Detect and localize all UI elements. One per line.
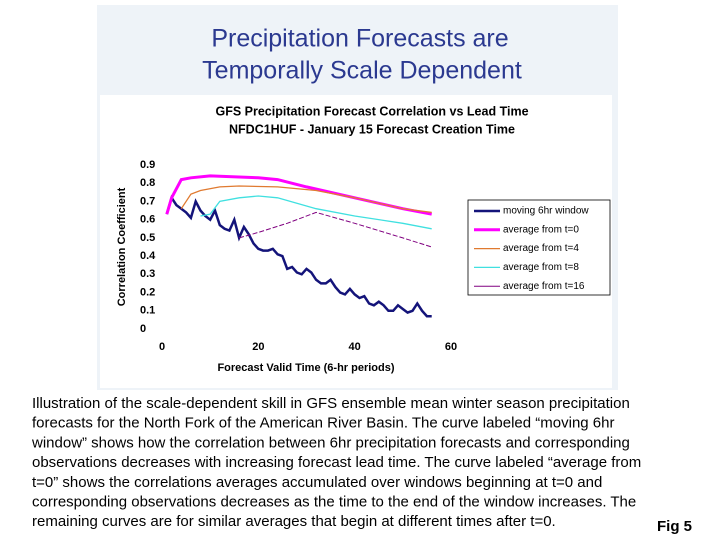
y-tick-label: 0.3 [140, 268, 155, 280]
legend-label: average from t=4 [503, 243, 579, 254]
y-tick-label: 0.1 [140, 305, 155, 317]
y-tick-label: 0.4 [140, 250, 156, 262]
y-axis-label: Correlation Coefficient [116, 187, 128, 306]
series-line [238, 211, 432, 248]
legend-label: average from t=8 [503, 262, 579, 273]
x-tick-label: 60 [445, 341, 457, 353]
legend-label: average from t=0 [503, 224, 579, 235]
x-tick-label: 0 [159, 341, 165, 353]
caption-line: remaining curves are for similar average… [32, 513, 556, 530]
legend [467, 199, 611, 296]
x-tick-label: 40 [349, 341, 361, 353]
series-line [180, 185, 432, 214]
caption-line: forecasts for the North Fork of the Amer… [32, 415, 614, 432]
x-axis-label: Forecast Valid Time (6-hr periods) [217, 362, 394, 374]
y-tick-label: 0.5 [140, 232, 155, 244]
y-tick-label: 0.2 [140, 286, 155, 298]
legend-label: moving 6hr window [503, 206, 589, 217]
slide-title: Temporally Scale Dependent [202, 57, 522, 85]
chart-title: NFDC1HUF - January 15 Forecast Creation … [229, 122, 515, 136]
x-tick-label: 20 [252, 341, 264, 353]
y-tick-label: 0 [140, 323, 146, 335]
y-tick-label: 0.9 [140, 159, 155, 171]
figure-label: Fig 5 [657, 518, 692, 535]
chart-title: GFS Precipitation Forecast Correlation v… [215, 104, 528, 118]
caption-line: window” shows how the correlation betwee… [31, 434, 630, 451]
series-line [200, 195, 432, 230]
caption-line: t=0” shows the correlations averages acc… [32, 474, 602, 491]
caption-line: Illustration of the scale-dependent skil… [32, 395, 630, 412]
caption-line: observations decreases with increasing f… [32, 454, 641, 471]
y-tick-label: 0.8 [140, 177, 155, 189]
y-tick-label: 0.7 [140, 195, 155, 207]
caption-line: corresponding observations decreases as … [32, 493, 636, 510]
slide-title: Precipitation Forecasts are [211, 25, 508, 53]
legend-label: average from t=16 [503, 281, 585, 292]
y-tick-label: 0.6 [140, 214, 155, 226]
series-line [165, 194, 432, 318]
